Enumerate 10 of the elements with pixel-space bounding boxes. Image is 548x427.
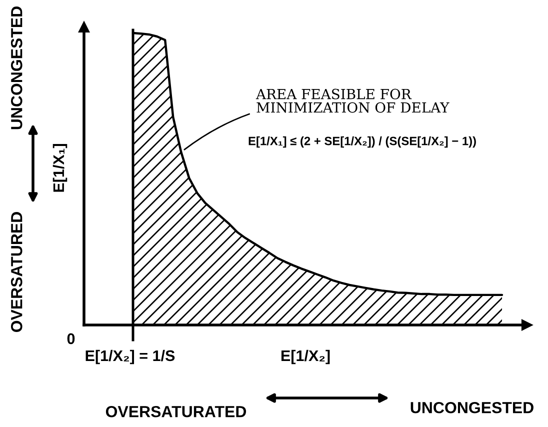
annotation: AREA FEASIBLE FOR MINIMIZATION OF DELAY: [256, 88, 450, 113]
text: 0: [67, 333, 75, 344]
x-axis-title: E[1/X₂]: [281, 350, 330, 364]
text: E[1/X₂] = 1/S: [86, 350, 175, 364]
text: OVERSATURATED: [106, 406, 246, 418]
annotation: E[1/X₁] ≤ (2 + SE[1/X₂]) / (S(SE[1/X₂] − 1)): [248, 136, 476, 148]
text: UNCONGESTED: [10, 6, 22, 130]
text: OVERSATURED: [10, 212, 22, 332]
text: UNCONGESTED: [410, 402, 534, 414]
y-axis-title: E[1/X₁]: [52, 144, 68, 192]
